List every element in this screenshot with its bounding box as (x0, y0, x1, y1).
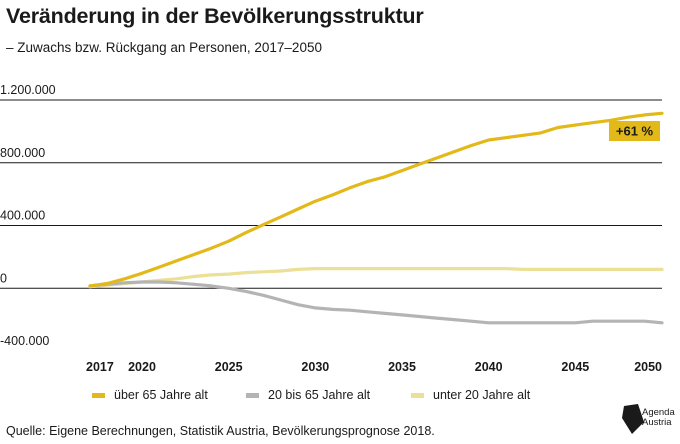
y-tick-label-1: 800.000 (0, 146, 45, 160)
legend-item-under20: unter 20 Jahre alt (411, 388, 530, 402)
y-tick-label-3: 0 (0, 271, 7, 285)
x-tick-label-6: 2045 (561, 360, 589, 374)
legend-label-20to65: 20 bis 65 Jahre alt (268, 388, 371, 402)
series-line-under20 (88, 267, 664, 289)
legend-item-20to65: 20 bis 65 Jahre alt (246, 388, 370, 402)
legend-label-over65: über 65 Jahre alt (114, 388, 208, 402)
annotation-text: +61 % (616, 124, 654, 139)
annotation-badge: +61 % (609, 121, 660, 141)
annotations: +61 % (609, 121, 660, 141)
x-tick-label-0: 2017 (86, 360, 114, 374)
source-note: Quelle: Eigene Berechnungen, Statistik A… (6, 424, 435, 438)
x-tick-label-5: 2040 (475, 360, 503, 374)
logo-line-1: Agenda (642, 407, 675, 418)
logo-line-2: Austria (642, 417, 672, 428)
annotation-badge-bg (609, 121, 660, 141)
chart-title: Veränderung in der Bevölkerungsstruktur (6, 4, 424, 28)
x-tick-label-7: 2050 (634, 360, 662, 374)
series-line-over65 (88, 111, 664, 288)
x-tick-label-4: 2035 (388, 360, 416, 374)
legend-swatch-under20 (411, 392, 424, 398)
series-line-20to65 (88, 280, 664, 325)
x-tick-label-1: 2020 (128, 360, 156, 374)
y-tick-label-0: 1.200.000 (0, 83, 56, 97)
legend: über 65 Jahre alt 20 bis 65 Jahre alt un… (0, 388, 680, 404)
legend-label-under20: unter 20 Jahre alt (433, 388, 531, 402)
grid (0, 99, 662, 289)
x-tick-label-3: 2030 (301, 360, 329, 374)
y-tick-label-4: -400.000 (0, 334, 49, 348)
x-tick-label-2: 2025 (215, 360, 243, 374)
legend-swatch-over65 (92, 392, 105, 398)
legend-swatch-20to65 (246, 392, 259, 398)
y-tick-label-2: 400.000 (0, 209, 45, 223)
series-lines (88, 111, 664, 325)
legend-item-over65: über 65 Jahre alt (92, 388, 208, 402)
chart-subtitle: – Zuwachs bzw. Rückgang an Personen, 201… (6, 40, 322, 55)
logo-text: Agenda Austria (642, 408, 675, 428)
axis-labels: 1.200.000 800.000 400.000 0 -400.000 2017 2020… (0, 83, 662, 374)
agenda-austria-logo-icon (622, 404, 644, 434)
